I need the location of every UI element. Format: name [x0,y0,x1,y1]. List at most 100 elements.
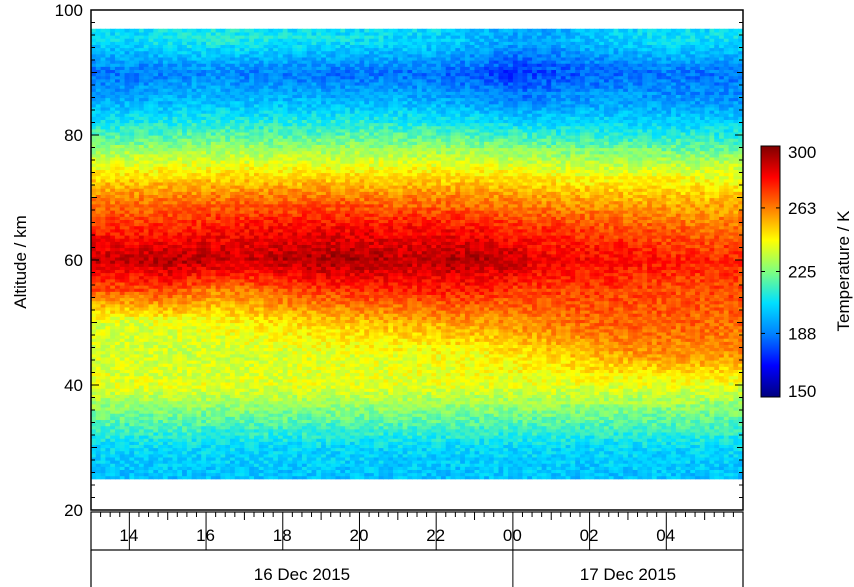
heatmap-cell [134,253,140,258]
heatmap-cell [105,188,111,192]
heatmap-cell [206,375,212,380]
heatmap-cell [134,397,140,402]
heatmap-cell [162,466,169,470]
heatmap-cell [153,397,159,402]
heatmap-cell [225,169,231,174]
heatmap-cell [177,156,183,161]
heatmap-cell [201,110,207,114]
heatmap-cell [110,425,116,430]
heatmap-cell [158,106,164,111]
heatmap-cell [177,363,183,367]
heatmap-cell [124,260,130,264]
heatmap-cell [95,141,102,145]
heatmap-cell [153,469,159,474]
heatmap-cell [210,372,217,377]
heatmap-cell [196,235,202,239]
heatmap-cell [148,116,154,120]
heatmap-cell [244,353,250,358]
heatmap-cell [143,281,150,286]
heatmap-cell [225,456,231,461]
heatmap-cell [162,238,169,242]
heatmap-cell [143,100,150,105]
heatmap-cell [134,275,140,280]
heatmap-cell [138,41,145,45]
heatmap-cell [206,438,212,442]
heatmap-cell [196,106,202,111]
heatmap-cell [158,369,164,374]
heatmap-cell [110,294,116,299]
heatmap-cell [158,185,164,189]
heatmap-cell [225,128,231,133]
heatmap-cell [119,60,126,64]
heatmap-cell [138,372,145,377]
heatmap-cell [100,472,106,477]
heatmap-cell [201,125,207,130]
heatmap-cell [110,450,116,455]
heatmap-cell [129,63,135,67]
heatmap-cell [134,128,140,133]
heatmap-cell [210,328,217,333]
heatmap-cell [182,463,188,467]
heatmap-cell [134,53,140,58]
heatmap-cell [138,422,145,427]
heatmap-cell [158,225,164,230]
heatmap-cell [134,256,140,261]
heatmap-cell [162,381,169,386]
heatmap-cell [225,194,231,199]
heatmap-cell [210,53,217,58]
heatmap-cell [244,231,250,236]
heatmap-cell [239,44,246,49]
heatmap-cell [138,116,145,120]
heatmap-cell [177,288,183,292]
heatmap-cell [186,203,193,208]
heatmap-cell [124,438,130,442]
heatmap-cell [225,147,231,152]
heatmap-cell [220,310,226,314]
heatmap-cell [244,435,250,439]
heatmap-cell [162,460,169,464]
heatmap-cell [138,238,145,242]
heatmap-cell [210,360,217,364]
heatmap-cell [167,113,174,117]
heatmap-cell [201,156,207,161]
heatmap-cell [201,150,207,155]
heatmap-cell [167,275,174,280]
heatmap-cell [244,44,250,49]
heatmap-cell [191,347,198,352]
heatmap-cell [143,38,150,42]
heatmap-cell [91,285,97,289]
heatmap-cell [129,375,135,380]
heatmap-cell [134,206,140,211]
heatmap-cell [186,350,193,355]
heatmap-cell [191,416,198,420]
heatmap-cell [191,141,198,145]
heatmap-cell [143,225,150,230]
heatmap-cell [148,285,154,289]
heatmap-cell [148,438,154,442]
heatmap-cell [167,306,174,311]
heatmap-cell [119,410,126,414]
heatmap-cell [234,78,241,83]
heatmap-cell [129,378,135,383]
heatmap-cell [239,156,246,161]
heatmap-cell [206,319,212,324]
heatmap-cell [206,378,212,383]
heatmap-cell [182,94,188,99]
heatmap-cell [177,303,183,308]
heatmap-cell [220,419,226,424]
heatmap-cell [143,122,150,127]
heatmap-cell [138,122,145,127]
heatmap-cell [105,294,111,299]
heatmap-cell [167,466,174,470]
heatmap-cell [206,156,212,161]
heatmap-cell [110,97,116,102]
heatmap-cell [225,475,231,480]
heatmap-cell [167,328,174,333]
heatmap-cell [210,238,217,242]
heatmap-cell [239,422,246,427]
heatmap-cell [191,356,198,361]
heatmap-cell [172,363,178,367]
heatmap-cell [138,456,145,461]
heatmap-cell [158,50,164,55]
heatmap-cell [186,175,193,180]
